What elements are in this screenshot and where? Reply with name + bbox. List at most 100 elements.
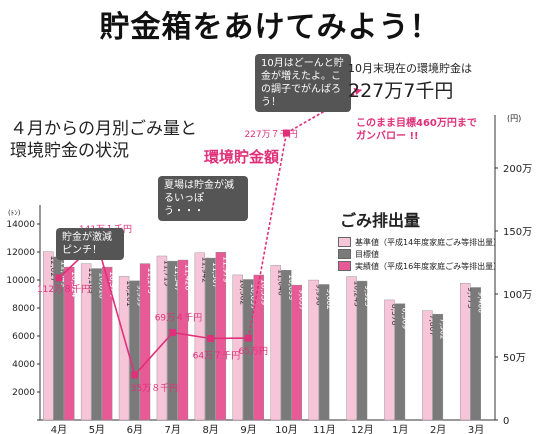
env-savings-label: 環境貯金額 (204, 148, 280, 166)
bar-value-label-10-0: 7,807 (428, 315, 437, 337)
savings-point-4 (207, 334, 215, 342)
bar-value-label-0-0: 12,027 (49, 256, 58, 282)
x-tick-label-7: 11月 (313, 424, 336, 434)
bar-value-label-3-0: 11,715 (163, 260, 172, 286)
savings-point-2 (131, 371, 139, 379)
bar-8-0 (346, 276, 357, 421)
bar-value-label-6-1: 10,699 (287, 274, 296, 300)
savings-label-0: 112万８千円 (37, 284, 90, 295)
october-status-value: 227万7千円 (348, 80, 454, 102)
bar-value-label-8-1: 9,923 (363, 285, 372, 307)
legend-label-target: 目標値 (355, 249, 379, 259)
projection-arrowhead (353, 87, 362, 95)
bar-value-label-2-2: 11,173 (146, 268, 155, 294)
legend-item-target: 目標値 (338, 248, 501, 260)
bar-value-label-9-0: 8,578 (390, 304, 399, 326)
y-tick-label-7: 14000 (6, 220, 35, 230)
y-tick-label-3: 6000 (12, 332, 35, 342)
x-tick-label-5: 9月 (240, 424, 256, 434)
y-tick-label-6: 12000 (6, 248, 35, 258)
x-tick-label-4: 8月 (202, 424, 218, 434)
subtitle-line-1: ４月からの月別ごみ量と (10, 119, 197, 139)
bar-value-label-2-0: 10,261 (125, 280, 134, 306)
gomi-title: ごみ排出量 (340, 211, 421, 230)
bar-value-label-8-0: 10,245 (352, 281, 361, 307)
bar-1-1 (91, 268, 102, 421)
legend-item-actual: 実績値（平成16年度家庭ごみ等排出量） (338, 260, 501, 272)
savings-point-3 (169, 329, 177, 337)
bar-11-1 (470, 287, 481, 421)
bar-0-0 (43, 251, 54, 421)
chart-subtitle: ４月からの月別ごみ量と 環境貯金の状況 (10, 118, 197, 162)
savings-point-6 (282, 129, 290, 137)
bar-value-label-11-0: 9,773 (466, 287, 475, 309)
y-tick-label-5: 10000 (6, 276, 35, 286)
savings-point-0 (55, 274, 63, 282)
bar-5-1 (243, 279, 254, 421)
x-tick-label-3: 7月 (165, 424, 181, 434)
left-unit-label: (ﾄﾝ) (8, 209, 21, 217)
bar-value-label-4-0: 11,942 (201, 257, 210, 283)
legend: 基準値（平成14年度家庭ごみ等排出量） 目標値 実績値（平成16年度家庭ごみ等排… (338, 236, 501, 272)
goal-line-1: このまま目標460万円まで (356, 118, 477, 129)
legend-label-standard: 基準値（平成14年度家庭ごみ等排出量） (355, 237, 502, 247)
legend-label-actual: 実績値（平成16年度家庭ごみ等排出量） (355, 261, 502, 271)
x-tick-label-9: 1月 (392, 424, 408, 434)
goal-message: このまま目標460万円まで ガンバロー !! (356, 117, 477, 143)
bar-value-label-6-2: 9,637 (297, 289, 306, 311)
y-tick-label-4: 8000 (12, 304, 35, 314)
savings-label-3: 69万４千円 (155, 313, 202, 324)
october-status-label: 10月末現在の環境貯金は (348, 62, 472, 75)
bar-value-label-5-1: 10,037 (249, 283, 258, 309)
bar-10-1 (432, 313, 444, 421)
bar-10-0 (422, 310, 433, 421)
x-tick-label-6: 10月 (275, 424, 298, 434)
bar-11-0 (460, 282, 471, 421)
bar-value-label-3-1: 11,347 (173, 265, 182, 291)
bar-value-label-3-2: 11,428 (184, 264, 193, 290)
x-tick-label-2: 6月 (127, 424, 143, 434)
x-tick-label-0: 4月 (51, 424, 67, 434)
bar-value-label-5-0: 10,362 (239, 279, 248, 305)
x-tick-label-11: 3月 (468, 424, 484, 434)
right-unit-label: (円) (507, 114, 521, 123)
legend-item-standard: 基準値（平成14年度家庭ごみ等排出量） (338, 236, 501, 248)
speech-bubble-pinch: 貯金が激減ピンチ！ (56, 228, 124, 260)
legend-swatch-actual (338, 261, 351, 271)
x-tick-label-10: 2月 (430, 424, 446, 434)
savings-point-5 (245, 334, 253, 342)
bar-value-label-5-2: 10,359 (260, 279, 269, 305)
bar-value-label-11-1: 9,466 (477, 291, 486, 313)
bar-1-2 (101, 266, 113, 421)
speech-bubble-summer: 夏場は貯金が減るいっぽう・・・ (158, 176, 248, 221)
bar-2-0 (118, 276, 130, 421)
page-title: 貯金箱をあけてみよう！ (99, 10, 441, 45)
bar-value-label-9-1: 8,309 (401, 308, 410, 330)
bar-5-2 (253, 274, 264, 421)
bar-value-label-4-1: 11,567 (211, 262, 220, 288)
right-tick-label-0: 0 (503, 416, 509, 427)
bar-value-label-7-0: 9,996 (314, 284, 323, 306)
bar-4-2 (215, 252, 227, 421)
bar-3-2 (177, 259, 189, 421)
goal-line-2: ガンバロー !! (356, 131, 419, 142)
bar-7-1 (318, 284, 330, 421)
bar-0-2 (64, 266, 75, 421)
bar-9-1 (394, 303, 406, 421)
bar-value-label-0-2: 10,924 (70, 271, 79, 297)
bar-value-label-1-2: 10,924 (108, 271, 117, 297)
y-tick-label-2: 4000 (12, 360, 35, 370)
bar-value-label-4-2: 11,979 (222, 256, 231, 282)
bar-6-2 (291, 284, 302, 421)
right-tick-label-3: 150万 (503, 227, 532, 238)
bar-value-label-10-1: 7,562 (439, 318, 448, 340)
bar-value-label-1-0: 11,169 (87, 268, 96, 294)
bar-value-label-7-1: 9,682 (325, 288, 334, 310)
legend-swatch-target (338, 249, 351, 259)
right-tick-label-4: 200万 (503, 164, 532, 175)
savings-label-5: 65万円 (239, 346, 268, 357)
bar-7-0 (308, 279, 319, 421)
x-tick-label-1: 5月 (89, 424, 105, 434)
bar-value-label-6-0: 11,046 (276, 269, 285, 295)
bar-1-0 (80, 263, 92, 421)
